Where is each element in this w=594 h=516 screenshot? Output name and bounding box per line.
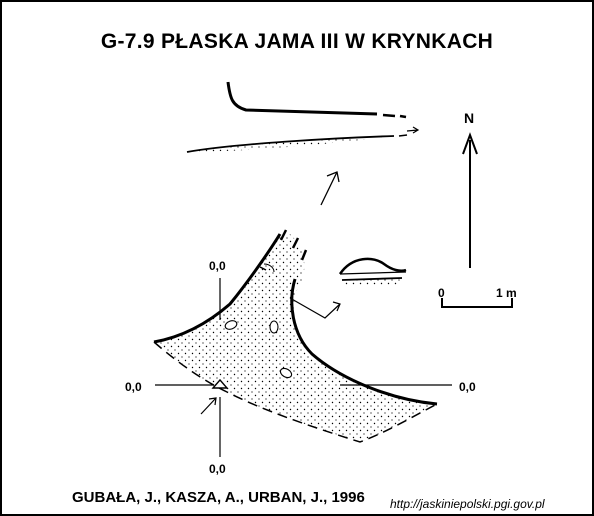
source-url-link[interactable]: http://jaskiniepolski.pgi.gov.pl	[390, 497, 545, 511]
survey-station-icon	[211, 378, 229, 389]
scale-bar: 0 1 m	[438, 286, 517, 308]
section-label-left: 0,0	[125, 380, 142, 394]
page-title: G-7.9 PŁASKA JAMA III W KRYNKACH	[100, 30, 494, 53]
scale-end-label: 1 m	[496, 286, 517, 300]
section-label-top: 0,0	[209, 259, 226, 273]
north-arrow: N	[462, 110, 478, 268]
section-lines	[155, 278, 452, 457]
scale-start-label: 0	[438, 286, 445, 300]
section-label-right: 0,0	[459, 380, 476, 394]
north-label: N	[464, 110, 474, 126]
view-direction-arrow	[320, 171, 340, 206]
upper-passage-sketch	[186, 81, 420, 153]
section-label-bottom: 0,0	[209, 462, 226, 476]
cross-section-sketch	[289, 257, 407, 319]
cave-plan	[153, 229, 438, 443]
authors-credit: GUBAŁA, J., KASZA, A., URBAN, J., 1996	[72, 489, 365, 506]
